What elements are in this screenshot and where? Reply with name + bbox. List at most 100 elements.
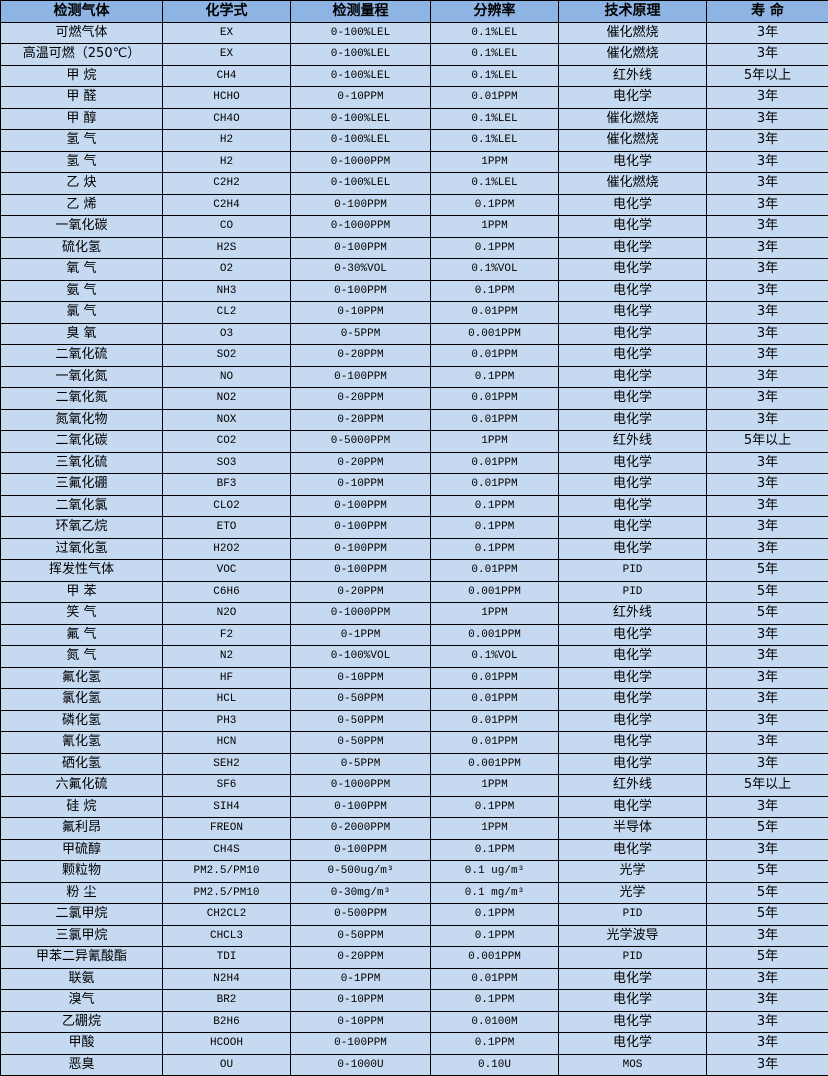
range-cell: 0-100PPM: [291, 280, 431, 302]
range-cell: 0-1000U: [291, 1054, 431, 1076]
lifetime-cell: 3年: [707, 925, 828, 947]
lifetime-cell: 5年: [707, 818, 828, 840]
formula-cell: SO3: [163, 452, 291, 474]
gas-name-cell: 恶臭: [1, 1054, 163, 1076]
formula-cell: B2H6: [163, 1011, 291, 1033]
principle-cell: 催化燃烧: [559, 44, 707, 66]
formula-cell: NH3: [163, 280, 291, 302]
formula-cell: EX: [163, 44, 291, 66]
range-cell: 0-5PPM: [291, 753, 431, 775]
range-cell: 0-100%LEL: [291, 65, 431, 87]
resolution-cell: 0.1PPM: [431, 796, 559, 818]
resolution-cell: 0.1PPM: [431, 495, 559, 517]
lifetime-cell: 3年: [707, 495, 828, 517]
formula-cell: HCN: [163, 732, 291, 754]
principle-cell: 光学: [559, 882, 707, 904]
lifetime-cell: 3年: [707, 409, 828, 431]
lifetime-cell: 3年: [707, 646, 828, 668]
principle-cell: 电化学: [559, 667, 707, 689]
formula-cell: H2S: [163, 237, 291, 259]
principle-cell: 光学波导: [559, 925, 707, 947]
gas-name-cell: 氟化氢: [1, 667, 163, 689]
resolution-cell: 0.1%LEL: [431, 173, 559, 195]
resolution-cell: 0.01PPM: [431, 474, 559, 496]
principle-cell: 电化学: [559, 452, 707, 474]
principle-cell: 电化学: [559, 1033, 707, 1055]
lifetime-cell: 5年: [707, 560, 828, 582]
resolution-cell: 0.1%LEL: [431, 130, 559, 152]
gas-name-cell: 硅 烷: [1, 796, 163, 818]
resolution-cell: 0.1PPM: [431, 538, 559, 560]
range-cell: 0-1PPM: [291, 968, 431, 990]
formula-cell: SEH2: [163, 753, 291, 775]
header-formula: 化学式: [163, 1, 291, 23]
formula-cell: HCHO: [163, 87, 291, 109]
resolution-cell: 0.01PPM: [431, 667, 559, 689]
range-cell: 0-100%LEL: [291, 108, 431, 130]
formula-cell: O3: [163, 323, 291, 345]
principle-cell: 电化学: [559, 624, 707, 646]
resolution-cell: 0.01PPM: [431, 388, 559, 410]
resolution-cell: 1PPM: [431, 151, 559, 173]
gas-name-cell: 环氧乙烷: [1, 517, 163, 539]
lifetime-cell: 5年: [707, 861, 828, 883]
range-cell: 0-50PPM: [291, 925, 431, 947]
header-resolution: 分辨率: [431, 1, 559, 23]
principle-cell: 半导体: [559, 818, 707, 840]
lifetime-cell: 3年: [707, 1033, 828, 1055]
principle-cell: 电化学: [559, 151, 707, 173]
principle-cell: 电化学: [559, 345, 707, 367]
gas-name-cell: 氢 气: [1, 130, 163, 152]
gas-name-cell: 甲 醛: [1, 87, 163, 109]
formula-cell: BF3: [163, 474, 291, 496]
range-cell: 0-1000PPM: [291, 775, 431, 797]
formula-cell: NO2: [163, 388, 291, 410]
gas-name-cell: 氟 气: [1, 624, 163, 646]
range-cell: 0-100%LEL: [291, 44, 431, 66]
resolution-cell: 0.1PPM: [431, 280, 559, 302]
range-cell: 0-5000PPM: [291, 431, 431, 453]
lifetime-cell: 5年以上: [707, 775, 828, 797]
principle-cell: 电化学: [559, 409, 707, 431]
range-cell: 0-10PPM: [291, 1011, 431, 1033]
formula-cell: CL2: [163, 302, 291, 324]
principle-cell: 电化学: [559, 796, 707, 818]
range-cell: 0-20PPM: [291, 345, 431, 367]
range-cell: 0-10PPM: [291, 990, 431, 1012]
principle-cell: 催化燃烧: [559, 108, 707, 130]
range-cell: 0-100PPM: [291, 560, 431, 582]
lifetime-cell: 3年: [707, 302, 828, 324]
principle-cell: 电化学: [559, 732, 707, 754]
resolution-cell: 1PPM: [431, 818, 559, 840]
gas-name-cell: 甲硫醇: [1, 839, 163, 861]
lifetime-cell: 3年: [707, 753, 828, 775]
range-cell: 0-2000PPM: [291, 818, 431, 840]
resolution-cell: 1PPM: [431, 603, 559, 625]
resolution-cell: 0.1PPM: [431, 839, 559, 861]
range-cell: 0-50PPM: [291, 732, 431, 754]
resolution-cell: 0.1%LEL: [431, 44, 559, 66]
resolution-cell: 0.1PPM: [431, 366, 559, 388]
lifetime-cell: 5年: [707, 581, 828, 603]
header-row: 检测气体 化学式 检测量程 分辨率 技术原理 寿 命: [1, 1, 828, 23]
gas-name-cell: 高温可燃（250℃）: [1, 44, 163, 66]
gas-name-cell: 氮 气: [1, 646, 163, 668]
gas-name-cell: 氰化氢: [1, 732, 163, 754]
gas-name-cell: 六氟化硫: [1, 775, 163, 797]
lifetime-cell: 3年: [707, 259, 828, 281]
range-cell: 0-30mg/m³: [291, 882, 431, 904]
gas-name-cell: 磷化氢: [1, 710, 163, 732]
gas-name-cell: 溴气: [1, 990, 163, 1012]
lifetime-cell: 3年: [707, 667, 828, 689]
